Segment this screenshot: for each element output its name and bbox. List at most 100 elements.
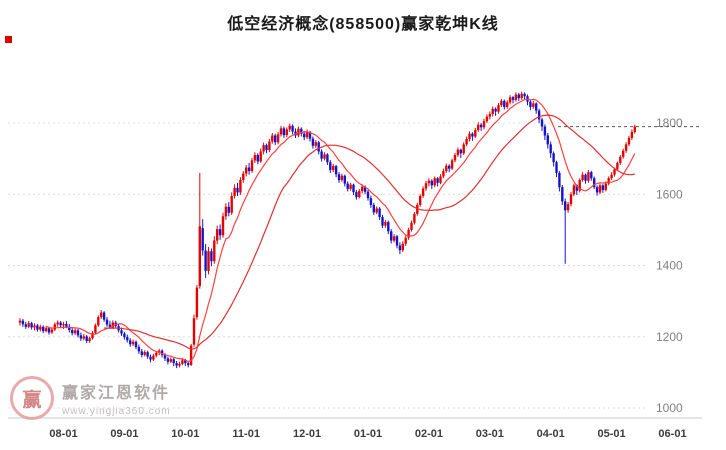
candle[interactable]	[102, 311, 106, 322]
candle[interactable]	[146, 350, 149, 359]
candle[interactable]	[71, 327, 74, 336]
candle[interactable]	[221, 212, 225, 238]
candle[interactable]	[271, 132, 274, 144]
candle[interactable]	[578, 178, 581, 193]
candle[interactable]	[439, 174, 442, 185]
candle[interactable]	[387, 220, 390, 235]
candle[interactable]	[126, 334, 129, 343]
candle[interactable]	[68, 323, 71, 333]
candle[interactable]	[140, 348, 143, 358]
candle[interactable]	[334, 165, 338, 178]
candle[interactable]	[21, 318, 25, 327]
candle[interactable]	[590, 170, 593, 181]
candle[interactable]	[207, 246, 210, 275]
candle[interactable]	[627, 135, 631, 147]
candle[interactable]	[297, 126, 300, 138]
candle[interactable]	[239, 177, 242, 195]
candle[interactable]	[630, 129, 634, 141]
candle[interactable]	[129, 338, 132, 347]
candle[interactable]	[436, 177, 439, 187]
candle[interactable]	[204, 244, 207, 278]
candle[interactable]	[39, 324, 42, 332]
candle[interactable]	[230, 192, 233, 215]
candle[interactable]	[314, 140, 317, 148]
candle[interactable]	[369, 195, 373, 208]
candle[interactable]	[624, 142, 628, 153]
candle[interactable]	[410, 220, 413, 232]
candle[interactable]	[552, 151, 555, 167]
candle[interactable]	[390, 229, 393, 244]
candle[interactable]	[169, 357, 172, 364]
candle[interactable]	[450, 158, 454, 171]
candle[interactable]	[175, 360, 178, 369]
candle[interactable]	[543, 124, 547, 141]
candle[interactable]	[424, 180, 428, 191]
candle[interactable]	[256, 153, 259, 164]
candle[interactable]	[282, 126, 286, 138]
candle[interactable]	[433, 176, 436, 188]
candle[interactable]	[564, 198, 567, 264]
candle[interactable]	[18, 318, 22, 326]
candle[interactable]	[216, 225, 219, 245]
candle[interactable]	[558, 171, 561, 192]
candle[interactable]	[195, 285, 199, 320]
candle[interactable]	[584, 173, 587, 184]
candle[interactable]	[326, 153, 329, 166]
candle[interactable]	[259, 148, 262, 163]
candle[interactable]	[517, 93, 520, 101]
candle[interactable]	[262, 142, 265, 155]
candle[interactable]	[491, 106, 494, 117]
candle[interactable]	[471, 132, 474, 141]
candle[interactable]	[604, 181, 607, 192]
candle[interactable]	[462, 142, 465, 156]
candle[interactable]	[453, 152, 457, 163]
candle[interactable]	[36, 323, 39, 332]
candle[interactable]	[305, 129, 309, 140]
candle[interactable]	[581, 172, 584, 182]
candle[interactable]	[381, 214, 384, 229]
candle[interactable]	[340, 173, 344, 182]
candle[interactable]	[587, 170, 590, 183]
candle[interactable]	[375, 206, 378, 215]
candle[interactable]	[59, 321, 62, 328]
candle[interactable]	[279, 125, 283, 137]
candle[interactable]	[633, 124, 636, 134]
candle[interactable]	[520, 91, 523, 100]
candle[interactable]	[245, 165, 248, 177]
candle[interactable]	[619, 155, 622, 166]
candle[interactable]	[218, 224, 222, 240]
candle[interactable]	[213, 236, 216, 264]
candle[interactable]	[569, 192, 573, 207]
candle[interactable]	[233, 184, 236, 199]
candle[interactable]	[178, 361, 181, 368]
candle[interactable]	[143, 350, 146, 357]
candle[interactable]	[85, 334, 88, 344]
candle[interactable]	[456, 147, 460, 157]
candle[interactable]	[236, 182, 239, 197]
candle[interactable]	[445, 163, 448, 173]
candle[interactable]	[398, 242, 402, 255]
candle[interactable]	[511, 95, 515, 104]
candle[interactable]	[291, 124, 294, 135]
candle[interactable]	[332, 163, 335, 173]
candle[interactable]	[56, 320, 59, 327]
candle[interactable]	[189, 343, 193, 366]
candle[interactable]	[250, 157, 254, 173]
candle[interactable]	[529, 99, 532, 111]
candle[interactable]	[419, 194, 422, 207]
candle[interactable]	[485, 114, 489, 123]
candle[interactable]	[42, 325, 45, 334]
candle[interactable]	[384, 219, 387, 228]
candle[interactable]	[73, 328, 77, 335]
candle[interactable]	[100, 310, 103, 319]
candle[interactable]	[152, 353, 155, 361]
candle[interactable]	[392, 234, 396, 243]
candle[interactable]	[506, 100, 509, 109]
candle[interactable]	[595, 185, 599, 196]
candle[interactable]	[610, 172, 613, 180]
candle[interactable]	[442, 168, 445, 179]
candle[interactable]	[488, 111, 491, 120]
candle[interactable]	[407, 227, 410, 240]
candle[interactable]	[288, 123, 291, 132]
candle[interactable]	[24, 321, 27, 329]
